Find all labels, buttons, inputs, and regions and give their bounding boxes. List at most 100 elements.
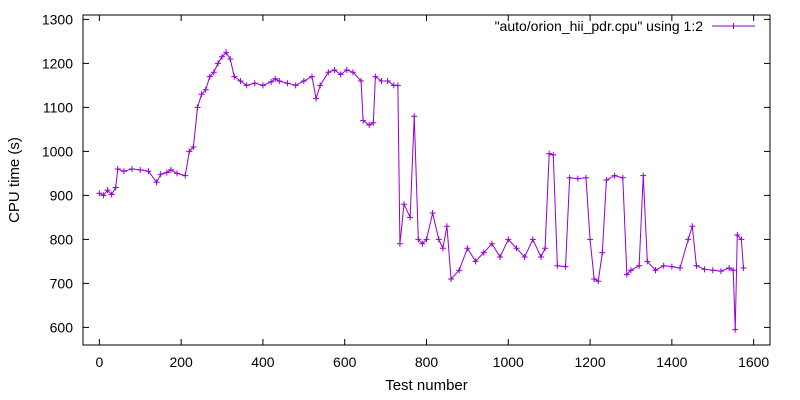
series-point [554,262,561,269]
y-tick-label: 1000 [42,143,73,159]
series-point [337,71,344,78]
series-point [497,254,504,260]
series-point [550,151,557,158]
series-point [732,326,739,333]
series-point [582,174,589,181]
series-point [182,172,189,179]
y-tick-label: 900 [50,187,74,203]
series-point [685,236,692,243]
series-point [411,113,418,120]
series-point [145,168,152,175]
series-point [174,170,181,177]
series-point [660,262,667,269]
series-point [167,166,174,173]
series-point [157,171,164,178]
series-point [325,69,332,76]
series-point [740,265,747,271]
series-point [112,184,119,191]
series-point [227,56,234,62]
series-point [636,262,643,269]
series-point [644,258,651,265]
series-point [396,240,403,247]
y-tick-label: 800 [50,231,74,247]
series-point [443,223,450,230]
series-point [237,78,244,84]
series-point [464,245,471,252]
series-point [407,214,414,221]
series-point [343,67,350,73]
series-point [100,192,107,199]
x-tick-label: 200 [169,354,193,370]
series-point [129,166,136,172]
axes-layer: 0 200 400 600 800 1000 1200 1400 1600 600 700 800 90… [42,11,770,370]
series-point [384,78,391,84]
y-tick-label: 1300 [42,11,73,27]
series-point [566,174,573,181]
series-point [190,144,197,150]
series-point [137,166,144,173]
series-point [331,67,338,73]
series-point [429,210,436,216]
series-point [272,75,279,82]
series-point [734,232,741,238]
series-point [562,263,569,270]
series-point [709,267,716,274]
series-point [219,53,226,60]
series-point [521,254,528,260]
series-point [313,95,320,102]
series-point [480,249,487,256]
series-point [120,168,127,175]
series-point [358,78,365,84]
series-point [108,191,115,198]
series-point [595,278,602,285]
series-point [104,187,111,194]
series-point [717,268,724,275]
series-point [701,266,708,273]
x-tick-label: 1400 [656,354,687,370]
series-point [611,172,618,179]
series-point [276,78,283,84]
series-point [394,82,401,89]
series-point [738,236,745,243]
legend: "auto/orion_hii_pdr.cpu" using 1:2 [495,18,755,34]
series-point [435,236,442,243]
series-line [99,51,744,330]
series-point [96,190,103,197]
series-point [360,117,367,124]
series-point [623,271,630,278]
series-point [538,254,544,260]
plot-area: 0 200 400 600 800 1000 1200 1400 1600 600 700 800 90… [42,11,771,370]
series-point [243,82,250,89]
series-point [591,276,598,282]
series-point [587,236,594,243]
series-point [529,236,536,243]
series-point [206,73,213,80]
series-point [472,258,479,265]
series-point [513,245,520,252]
series-point [214,60,221,67]
series-point [415,236,422,243]
series-point [456,267,463,274]
series-point [546,150,553,157]
series-point [652,267,659,274]
series-point [689,223,696,230]
series-point [349,69,356,76]
series-point [223,49,230,56]
series-point [292,82,299,89]
y-tick-label: 1200 [42,55,73,71]
x-tick-label: 800 [415,354,439,370]
series-point [202,86,209,93]
series-point [370,119,377,126]
series-point [726,265,733,271]
series-point [317,82,324,89]
series-point [401,201,408,208]
series-point [194,104,201,111]
series-point [668,263,675,270]
y-axis-label: CPU time (s) [6,137,23,223]
series-point [372,73,379,80]
series-point [448,276,455,282]
series-point [378,78,385,84]
y-tick-label: 700 [50,275,74,291]
